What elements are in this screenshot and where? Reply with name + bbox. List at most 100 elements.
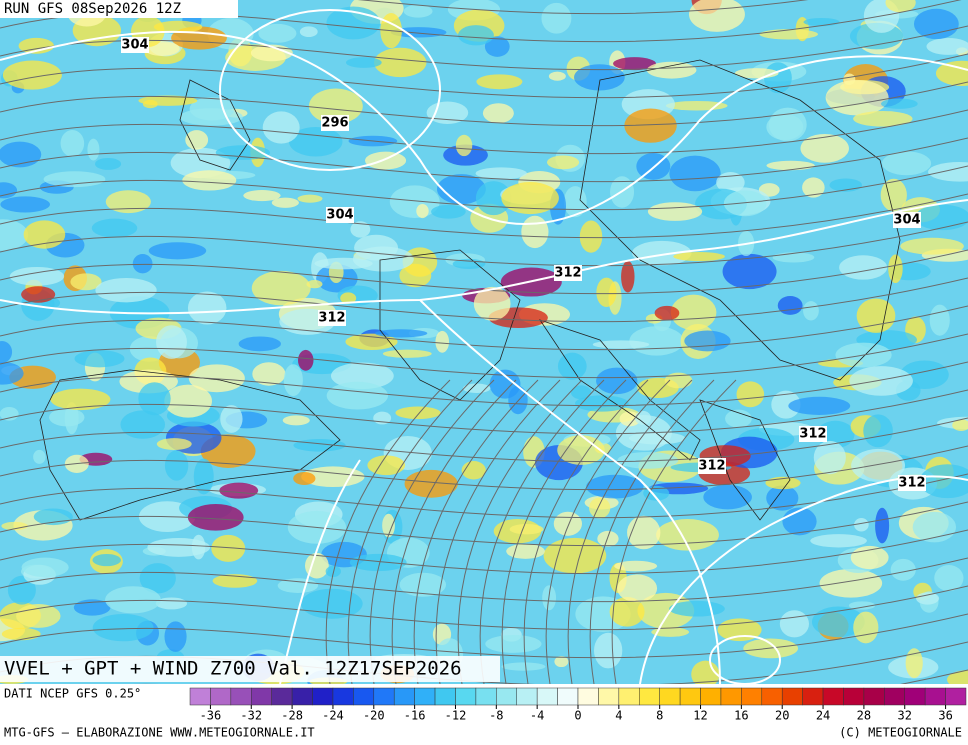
streamline <box>325 379 451 684</box>
field-patch <box>23 220 66 249</box>
field-patch <box>164 450 189 481</box>
field-patch <box>187 291 227 325</box>
contour-label: 304 <box>121 38 148 53</box>
field-patch <box>64 402 79 435</box>
field-patch <box>848 601 876 610</box>
field-patch <box>543 537 607 574</box>
colorbar-swatch <box>251 687 272 706</box>
streamline <box>0 333 968 379</box>
field-patch <box>211 534 246 562</box>
colorbar-label: -36 <box>200 709 222 723</box>
field-patch <box>482 103 514 124</box>
field-patch <box>635 410 651 425</box>
field-patch <box>501 181 559 215</box>
field-patch <box>476 74 523 90</box>
colorbar-swatch <box>536 687 558 706</box>
field-patch <box>665 100 728 111</box>
streamline <box>0 305 968 351</box>
field-patch <box>656 519 719 551</box>
streamline <box>501 379 627 684</box>
streamline <box>0 0 810 15</box>
field-patch <box>185 130 209 150</box>
streamline <box>435 379 561 684</box>
footer-right: (C) METEOGIORNALE <box>839 726 962 740</box>
field-patch <box>557 352 587 380</box>
colorbar-swatch <box>271 687 293 706</box>
data-source: DATI NCEP GFS 0.25° <box>4 687 141 701</box>
streamline <box>567 379 693 684</box>
contour-label: 296 <box>321 116 348 131</box>
field-patch <box>913 8 959 40</box>
colorbar-label: 32 <box>898 709 912 723</box>
field-patch <box>621 260 635 293</box>
field-patch <box>182 170 237 191</box>
field-patch <box>885 0 916 13</box>
field-patch <box>431 204 466 219</box>
colorbar-label: -32 <box>240 709 262 723</box>
field-patch <box>403 4 433 18</box>
contour-label: 312 <box>898 476 925 491</box>
field-patch <box>105 190 151 214</box>
field-patch <box>788 396 851 415</box>
colorbar-label: 16 <box>734 709 748 723</box>
streamline <box>347 379 473 684</box>
field-patch <box>262 111 300 144</box>
colorbar-swatch <box>189 687 211 706</box>
field-patch <box>501 662 546 671</box>
field-patch <box>164 621 187 652</box>
streamline <box>0 109 968 155</box>
field-patch <box>60 129 85 157</box>
field-patch <box>609 597 645 627</box>
streamline <box>0 473 968 519</box>
colorbar-swatch <box>720 687 742 706</box>
field-patch <box>691 660 720 684</box>
field-patch <box>43 171 106 188</box>
colorbar-label: -28 <box>281 709 303 723</box>
field-patch <box>614 560 658 572</box>
field-patch <box>147 538 211 557</box>
contour-label-box <box>318 310 346 326</box>
colorbar-swatch <box>496 687 517 706</box>
field-patch <box>736 381 765 408</box>
field-patch <box>509 524 544 535</box>
header-box <box>0 0 238 18</box>
field-patch <box>282 415 310 426</box>
field-patch <box>354 234 399 261</box>
field-patch <box>455 134 473 157</box>
field-patch <box>138 382 171 416</box>
field-patch <box>189 97 235 121</box>
field-patch <box>800 133 849 163</box>
field-patch <box>0 219 29 251</box>
streamline <box>0 249 968 295</box>
field-patch <box>597 530 619 547</box>
field-patch <box>548 71 566 81</box>
field-patch <box>596 277 617 308</box>
colorbar-label: 24 <box>816 709 830 723</box>
colorbar-swatch <box>863 687 885 706</box>
field-patch <box>759 29 818 40</box>
colorbar-swatch <box>598 687 620 706</box>
field-patch <box>593 632 623 669</box>
streamline <box>0 25 968 71</box>
streamline <box>0 417 968 463</box>
field-patch <box>9 266 65 286</box>
colorbar-label: 0 <box>574 709 581 723</box>
field-patch <box>382 513 395 538</box>
streamline <box>0 445 968 491</box>
field-patch <box>916 592 940 605</box>
colorbar-swatch <box>577 687 599 706</box>
colorbar-swatch <box>414 687 436 706</box>
field-patch <box>92 613 154 642</box>
colorbar-swatch <box>434 687 456 706</box>
field-patch <box>193 458 214 495</box>
colorbar-label: 4 <box>615 709 622 723</box>
field-patch <box>374 329 428 338</box>
field-patch <box>722 253 777 290</box>
field-patch <box>382 349 432 358</box>
field-patch <box>811 606 865 638</box>
field-patch <box>435 330 450 353</box>
field-patch <box>50 388 111 411</box>
field-patch <box>252 362 286 386</box>
